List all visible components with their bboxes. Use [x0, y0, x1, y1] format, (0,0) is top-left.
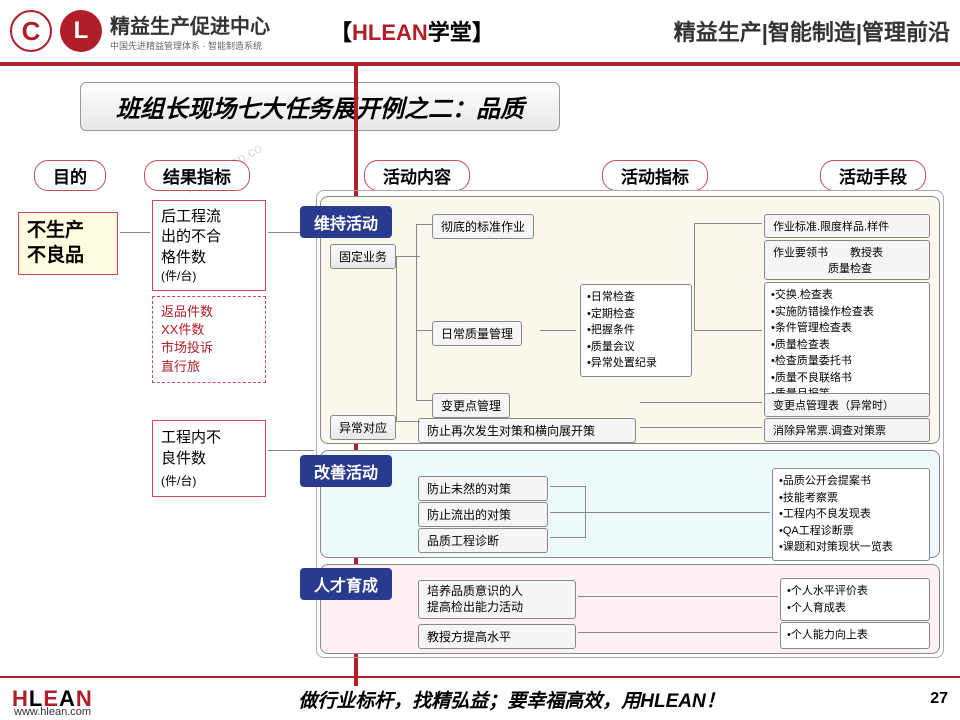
header-right: 精益生产|智能制造|管理前沿 — [674, 15, 950, 47]
i-b2: 防止流出的对策 — [418, 502, 548, 527]
m-rlist: •交换.检查表 •实施防错操作检查表 •条件管理检查表 •质量检查表 •检查质量… — [764, 282, 930, 408]
fixed-task-box: 固定业务 — [330, 244, 396, 269]
col-indicator: 活动指标 — [602, 160, 708, 191]
m-b2: 日常质量管理 — [432, 321, 522, 346]
col-purpose: 目的 — [34, 160, 106, 191]
purpose-box: 不生产 不良品 — [18, 212, 118, 275]
m-r4: 消除异常票.调查对策票 — [764, 418, 930, 442]
t-b1: 培养品质意识的人 提高检出能力活动 — [418, 580, 576, 619]
logo-c-icon: C — [10, 10, 52, 52]
m-r2: 作业要领书 教授表 质量检查 — [764, 240, 930, 280]
col-means: 活动手段 — [820, 160, 926, 191]
talent-label: 人才育成 — [300, 568, 392, 600]
m-r3: 变更点管理表（异常时） — [764, 393, 930, 417]
improve-label: 改善活动 — [300, 455, 392, 487]
m-b3: 变更点管理 — [432, 393, 510, 418]
result-box-1: 后工程流 出的不合 格件数 (件/台) — [152, 200, 266, 291]
t-r2: •个人能力向上表 — [780, 622, 930, 649]
footer-slogan: 做行业标杆，找精弘益；要幸福高效，用HLEAN！ — [298, 686, 724, 713]
i-b1: 防止未然的对策 — [418, 476, 548, 501]
m-b1: 彻底的标准作业 — [432, 214, 534, 239]
footer: HLEAN www.hlean.com 做行业标杆，找精弘益；要幸福高效，用HL… — [0, 676, 960, 720]
footer-url: www.hlean.com — [14, 706, 91, 718]
i-rlist: •品质公开会提案书 •技能考察票 •工程内不良发现表 •QA工程诊断票 •课题和… — [772, 468, 930, 561]
i-b3: 品质工程诊断 — [418, 528, 548, 553]
col-content: 活动内容 — [364, 160, 470, 191]
m-r1: 作业标准.限度样品.样件 — [764, 214, 930, 238]
page-number: 27 — [930, 690, 948, 708]
title-banner: 班组长现场七大任务展开例之二：品质 — [80, 82, 560, 131]
header-mid: 【HLEAN学堂】 — [330, 15, 494, 47]
logo-l-icon: L — [60, 10, 102, 52]
m-b4: 防止再次发生对策和横向展开策 — [418, 418, 636, 443]
logo-subtext: 中国先进精益管理体系 · 智能制造系统 — [110, 39, 270, 52]
maintain-label: 维持活动 — [300, 206, 392, 238]
t-b2: 教授方提高水平 — [418, 624, 576, 649]
col-result: 结果指标 — [144, 160, 250, 191]
logo-text: 精益生产促进中心 — [110, 10, 270, 39]
t-r1: •个人水平评价表 •个人育成表 — [780, 578, 930, 621]
result-box-2: 工程内不 良件数 (件/台) — [152, 420, 266, 497]
header: C L 精益生产促进中心 中国先进精益管理体系 · 智能制造系统 【HLEAN学… — [0, 0, 960, 66]
abnormal-box: 异常对应 — [330, 415, 396, 440]
logo-area: C L 精益生产促进中心 中国先进精益管理体系 · 智能制造系统 — [10, 10, 270, 52]
daily-list: •日常检查 •定期检查 •把握条件 •质量会议 •异常处置纪录 — [580, 284, 692, 377]
result-dashed-box: 返品件数 XX件数 市场投诉 直行旅 — [152, 296, 266, 383]
